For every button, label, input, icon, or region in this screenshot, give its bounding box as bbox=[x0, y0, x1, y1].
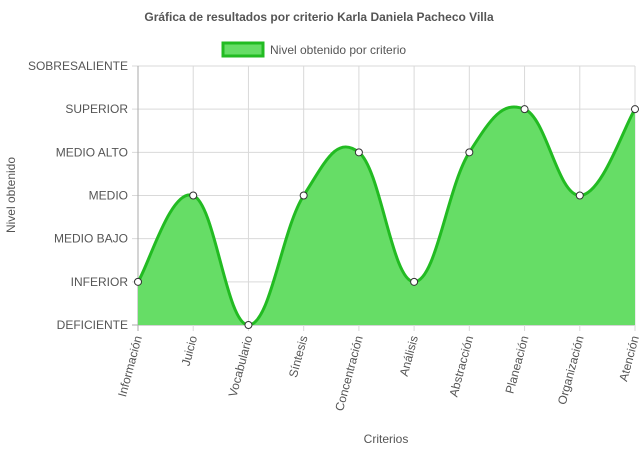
y-tick-label: MEDIO ALTO bbox=[56, 145, 128, 159]
x-tick-label: Abstracción bbox=[446, 334, 476, 398]
series-area bbox=[138, 106, 635, 325]
x-axis: Información Juicio Vocabulario Síntesis Conc… bbox=[115, 334, 639, 413]
series-line bbox=[136, 105, 637, 327]
legend-swatch bbox=[221, 41, 265, 58]
y-tick-label: DEFICIENTE bbox=[57, 318, 128, 332]
series-layer bbox=[136, 105, 637, 327]
legend-label: Nivel obtenido por criterio bbox=[270, 43, 406, 57]
x-tick-label: Planeación bbox=[503, 334, 532, 395]
x-tick-label: Organización bbox=[555, 334, 587, 406]
x-axis-title: Criterios bbox=[364, 432, 409, 446]
y-tick-label: INFERIOR bbox=[71, 275, 129, 289]
x-tick-label: Atención bbox=[616, 334, 639, 383]
data-point[interactable] bbox=[631, 105, 639, 114]
y-tick-label: SUPERIOR bbox=[65, 102, 128, 116]
data-point[interactable] bbox=[410, 277, 419, 286]
data-point[interactable] bbox=[520, 105, 529, 114]
x-tick-label: Juicio bbox=[179, 334, 201, 368]
chart-title: Gráfica de resultados por criterio Karla… bbox=[144, 10, 494, 24]
x-tick-label: Vocabulario bbox=[226, 334, 256, 399]
x-tick-label: Síntesis bbox=[286, 334, 311, 379]
y-tick-label: MEDIO bbox=[89, 189, 128, 203]
x-tick-label: Concentración bbox=[332, 334, 366, 412]
x-tick-label: Información bbox=[115, 334, 145, 398]
y-tick-label: MEDIO BAJO bbox=[54, 232, 128, 246]
data-point[interactable] bbox=[189, 191, 198, 200]
y-tick-label: SOBRESALIENTE bbox=[28, 59, 128, 73]
points-layer[interactable] bbox=[134, 105, 639, 329]
y-axis: DEFICIENTE INFERIOR MEDIO BAJO MEDIO MEDIO A… bbox=[28, 59, 128, 332]
legend[interactable]: Nivel obtenido por criterio bbox=[221, 41, 406, 58]
data-point[interactable] bbox=[244, 321, 253, 329]
x-tick-label: Análisis bbox=[397, 334, 421, 378]
data-point[interactable] bbox=[299, 191, 308, 200]
data-point[interactable] bbox=[465, 148, 474, 157]
data-point[interactable] bbox=[134, 277, 142, 286]
data-point[interactable] bbox=[354, 148, 363, 157]
y-axis-title: Nivel obtenido bbox=[4, 157, 18, 233]
data-point[interactable] bbox=[575, 191, 584, 200]
